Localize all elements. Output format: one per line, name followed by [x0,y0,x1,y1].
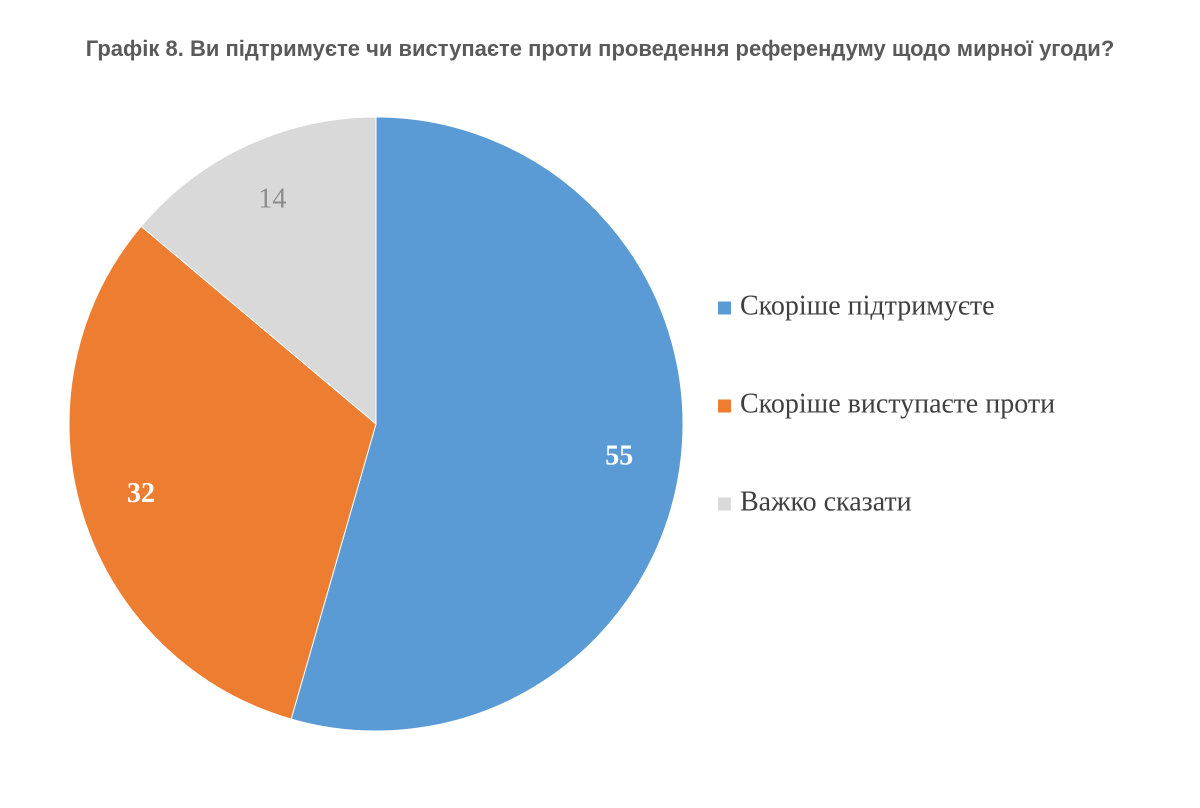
legend-label-2: Скоріше виступаєте проти [740,388,1055,419]
pie-slice-1 [290,116,684,732]
data-label-2: 32 [127,478,155,509]
legend-label-3: Важко сказати [740,486,912,517]
legend-swatch-3 [718,497,731,511]
data-label-1: 55 [605,441,633,472]
legend-swatch-2 [718,399,731,413]
pie-slice-3 [140,116,377,426]
chart-title: Графік 8. Ви підтримуєте чи виступаєте п… [85,36,1115,61]
legend-label-1: Скоріше підтримуєте [740,290,995,321]
pie-data-labels: 55 32 14 [127,184,633,509]
legend-swatch-1 [718,301,731,315]
data-label-3: 14 [258,184,286,215]
pie-slice-2 [68,225,377,720]
pie-slices [68,116,684,732]
legend: Скоріше підтримуєте Скоріше виступаєте пр… [718,290,1055,517]
